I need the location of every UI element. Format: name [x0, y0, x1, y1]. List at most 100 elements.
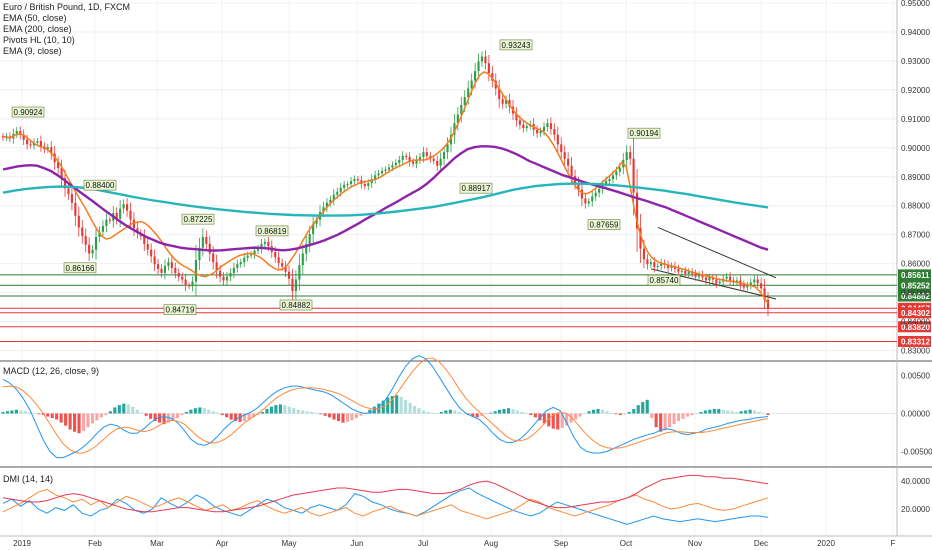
candle-body [143, 236, 146, 244]
channel-lower-line [650, 268, 777, 300]
macd-histogram-bar [650, 413, 654, 419]
macd-histogram-bar [721, 409, 725, 414]
dmi-tick-label: 40.0000 [901, 477, 930, 486]
candle-body [553, 128, 556, 135]
macd-histogram-bar [578, 413, 582, 417]
pivot-label-box [587, 219, 621, 230]
macd-histogram-bar [636, 405, 640, 414]
candle-body [253, 250, 256, 255]
macd-tick-label: 0.00500 [901, 372, 930, 381]
candle-body [315, 219, 318, 224]
macd-histogram-bar [587, 411, 591, 414]
macd-histogram-bar [19, 410, 23, 414]
macd-histogram-bar [560, 413, 564, 428]
candle-body [618, 167, 621, 172]
time-tick-label: Jun [351, 539, 364, 548]
macd-histogram-bar [547, 413, 551, 427]
pivot-label-box [255, 225, 289, 237]
candle-body [356, 179, 360, 181]
candle-body [577, 183, 580, 190]
dmi-tick-label: 20.0000 [901, 505, 930, 514]
candle-body [604, 181, 608, 185]
pivot-label-box [11, 106, 45, 118]
candle-body [67, 188, 70, 195]
macd-histogram-bar [59, 413, 63, 423]
candle-body [156, 264, 160, 269]
macd-histogram-bar [354, 413, 358, 419]
candle-body [22, 134, 25, 140]
macd-histogram-bar [251, 413, 256, 418]
macd-histogram-bar [538, 413, 542, 421]
time-tick-label: 2020 [817, 539, 835, 548]
macd-histogram-bar [390, 396, 394, 414]
candle-body [277, 257, 280, 264]
candle-body [236, 264, 239, 268]
candle-body [484, 56, 487, 64]
candle-body [153, 256, 156, 265]
macd-histogram-bar [68, 413, 72, 430]
macd-histogram-bar [654, 413, 658, 428]
candle-body [711, 277, 714, 280]
macd-histogram-bar [583, 413, 587, 414]
candle-body [232, 267, 235, 273]
macd-histogram-bar [140, 412, 144, 414]
candle-body [212, 253, 215, 263]
macd-histogram-bar [104, 413, 108, 416]
candle-body [191, 281, 194, 287]
macd-histogram-bar [310, 411, 314, 414]
candle-body [477, 61, 480, 72]
level-price-tag [898, 307, 931, 319]
price-tick-label: 0.95000 [901, 0, 930, 8]
macd-histogram-bar [426, 411, 430, 414]
dmi-pane [2, 474, 769, 525]
candle-body [756, 279, 759, 284]
macd-histogram-bar [565, 413, 569, 426]
macd-histogram-bar [234, 413, 238, 422]
pivot-label-text: 0.88917 [462, 184, 491, 193]
candle-body [256, 248, 260, 251]
pivot-label-text: 0.90924 [14, 108, 43, 117]
macd-histogram-bar [77, 413, 81, 434]
candle-body [687, 271, 690, 274]
candle-body [194, 260, 198, 282]
candle-body [84, 236, 87, 245]
price-tick-label: 0.94000 [901, 28, 930, 37]
macd-histogram-bar [108, 411, 112, 414]
candle-body [291, 278, 294, 292]
macd-histogram-bar [448, 409, 452, 414]
candle-body [239, 262, 242, 265]
candle-body [408, 157, 411, 162]
macd-histogram-bar [395, 395, 399, 414]
candle-body [642, 248, 646, 260]
macd-histogram-bar [216, 412, 220, 414]
pivot-label-text: 0.87225 [184, 215, 213, 224]
price-tick-label: 0.91000 [901, 115, 930, 124]
time-tick-label: Sep [554, 539, 569, 548]
macd-histogram-bar [175, 413, 180, 419]
candle-body [749, 282, 752, 286]
macd-histogram-bar [28, 411, 32, 414]
legend-ema-200: EMA (200, close) [3, 24, 72, 34]
candle-body [501, 99, 504, 104]
macd-histogram-bar [506, 408, 511, 414]
macd-histogram-bar [117, 405, 121, 414]
candle-body [163, 265, 167, 273]
price-tick-label: 0.92000 [901, 86, 930, 95]
candle-body [660, 263, 663, 266]
macd-histogram-bar [99, 413, 103, 418]
macd-histogram-bar [256, 413, 260, 416]
candle-body [646, 259, 649, 265]
macd-histogram-bar [672, 413, 676, 425]
macd-histogram-bar [498, 409, 502, 414]
macd-histogram-bar [64, 413, 68, 426]
macd-histogram-bar [515, 410, 520, 414]
macd-histogram-bar [453, 410, 457, 414]
candle-body [753, 279, 756, 283]
candle-body [584, 198, 587, 204]
price-tick-label: 0.93000 [901, 57, 930, 66]
candle-body [735, 280, 739, 283]
macd-histogram-bar [609, 412, 613, 414]
candle-body [625, 152, 628, 160]
candle-body [91, 249, 94, 254]
